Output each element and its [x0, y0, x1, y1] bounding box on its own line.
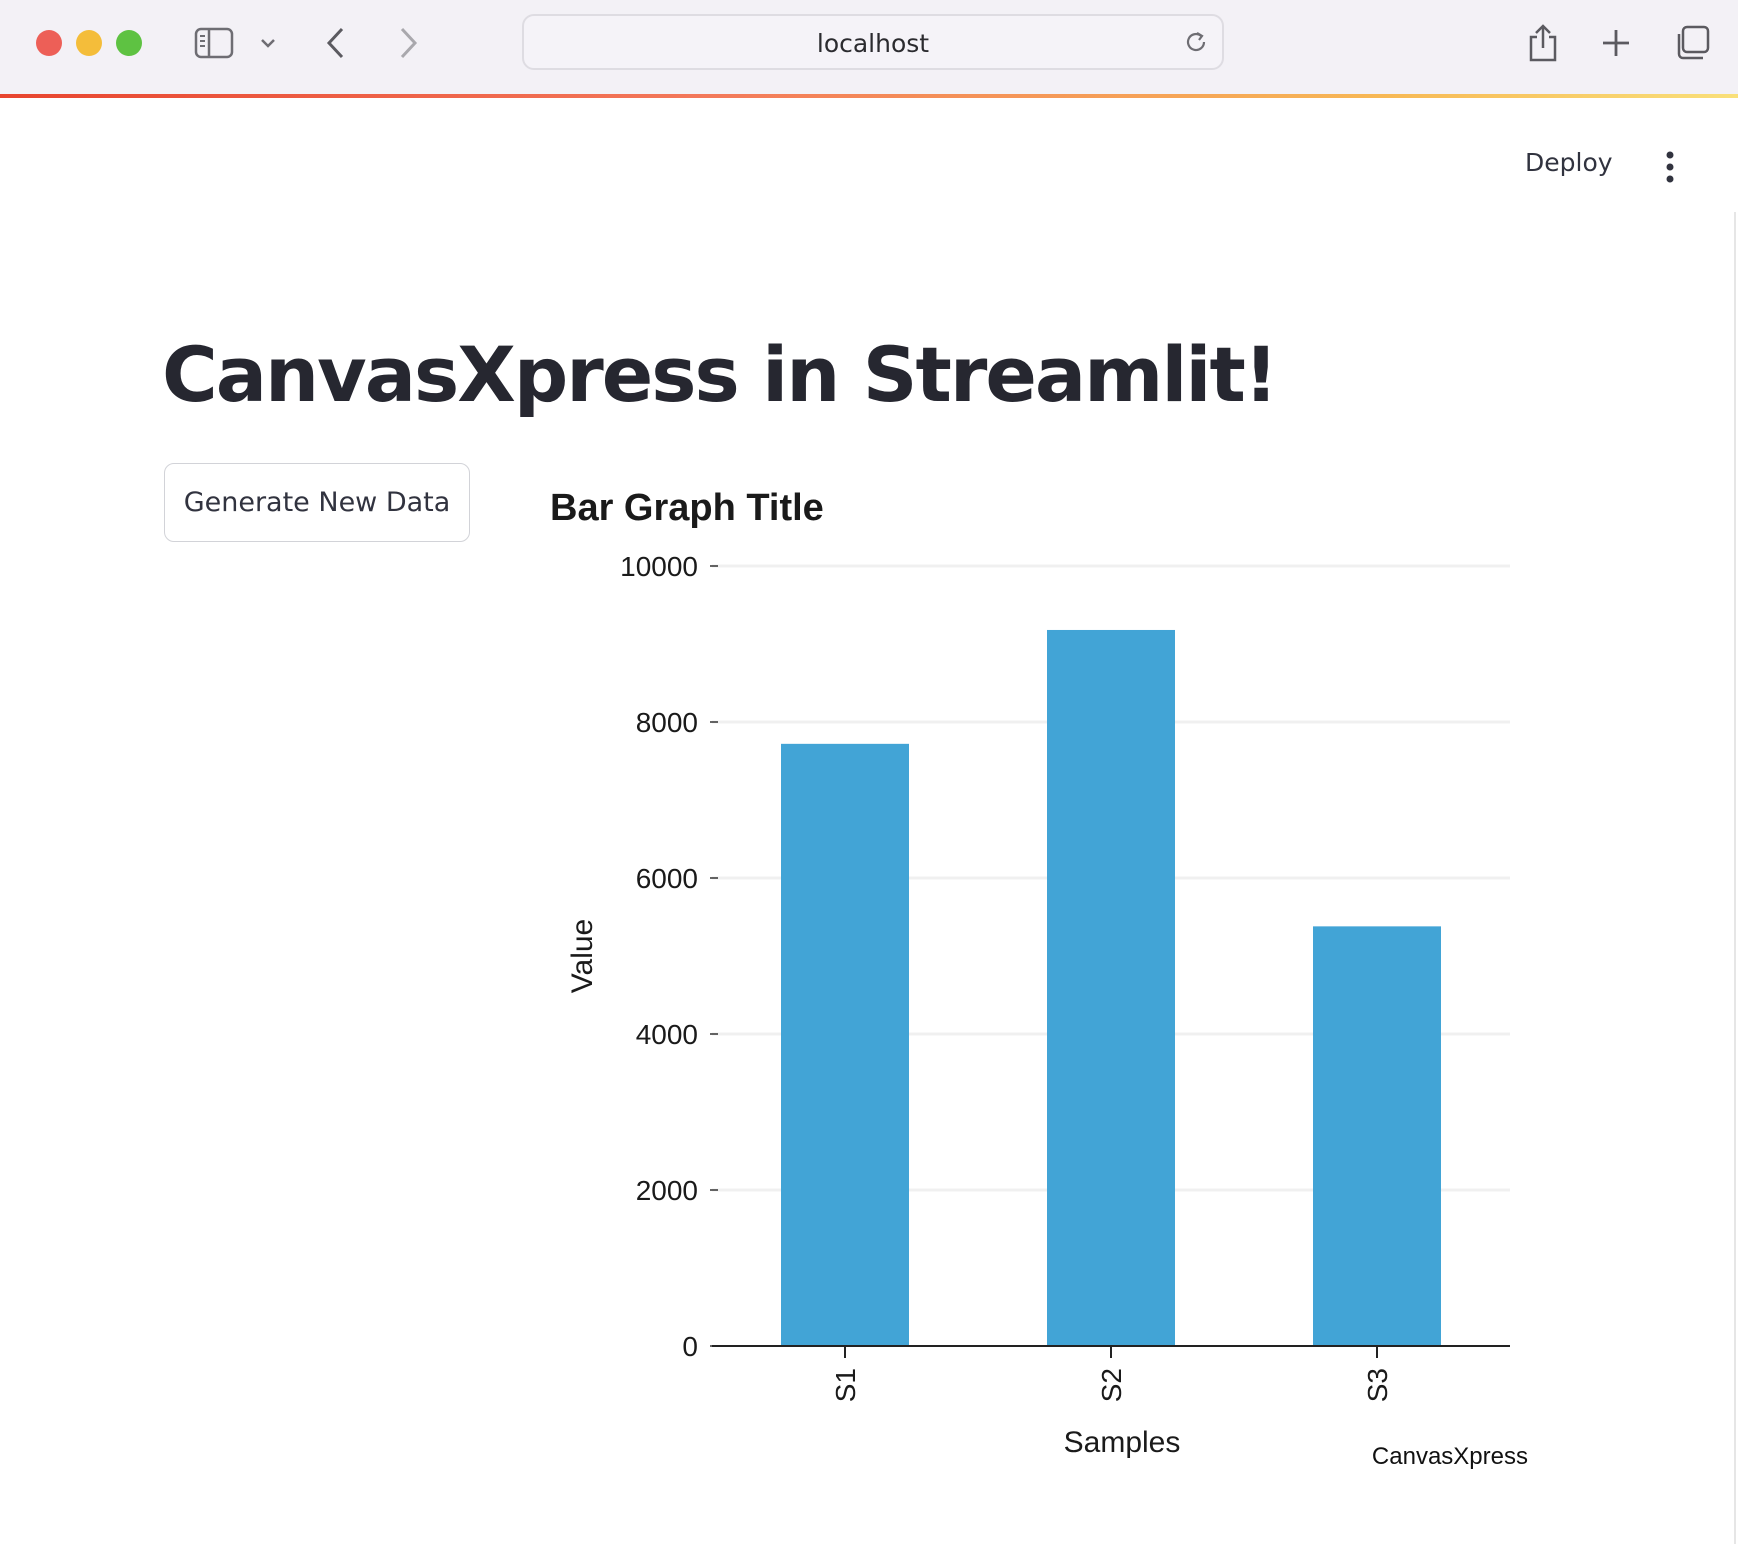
page-title: CanvasXpress in Streamlit! [162, 330, 1278, 419]
y-tick-label: 10000 [620, 551, 698, 582]
bar-s2 [1047, 629, 1175, 1346]
loading-gradient-bar [0, 94, 1738, 98]
tab-overview-icon[interactable] [1670, 18, 1714, 68]
y-axis-label: Value [566, 919, 599, 994]
generate-new-data-button[interactable]: Generate New Data [164, 463, 470, 542]
y-tick-label: 4000 [636, 1019, 698, 1050]
deploy-button[interactable]: Deploy [1525, 148, 1613, 177]
y-tick-label: 2000 [636, 1175, 698, 1206]
browser-toolbar: localhost [0, 0, 1738, 94]
y-tick-label: 6000 [636, 863, 698, 894]
forward-icon[interactable] [390, 18, 426, 68]
canvasxpress-watermark: CanvasXpress [1372, 1443, 1528, 1470]
reload-icon[interactable] [1182, 28, 1210, 61]
x-tick-label: S3 [1362, 1368, 1393, 1402]
url-text: localhost [816, 29, 930, 58]
bar-s1 [781, 743, 909, 1346]
sidebar-toggle-icon[interactable] [190, 18, 238, 68]
x-tick-label: S2 [1096, 1368, 1127, 1402]
chart-title: Bar Graph Title [550, 487, 824, 529]
more-options-icon[interactable] [1660, 150, 1680, 189]
zoom-window-button[interactable] [116, 30, 142, 56]
y-tick-label: 0 [682, 1331, 698, 1362]
back-icon[interactable] [318, 18, 354, 68]
new-tab-icon[interactable] [1596, 18, 1636, 68]
address-bar[interactable]: localhost [522, 14, 1224, 70]
y-tick-label: 8000 [636, 707, 698, 738]
minimize-window-button[interactable] [76, 30, 102, 56]
x-tick-label: S1 [830, 1368, 861, 1402]
close-window-button[interactable] [36, 30, 62, 56]
share-icon[interactable] [1522, 18, 1564, 68]
scrollbar-track [1734, 212, 1736, 1544]
bar-s3 [1313, 926, 1441, 1346]
x-axis-label: Samples [1064, 1426, 1181, 1459]
chevron-down-icon[interactable] [256, 18, 280, 68]
